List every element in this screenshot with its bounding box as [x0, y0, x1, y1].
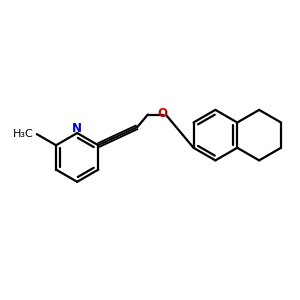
Text: O: O: [158, 107, 168, 120]
Text: N: N: [72, 122, 82, 135]
Text: H₃C: H₃C: [13, 129, 33, 139]
